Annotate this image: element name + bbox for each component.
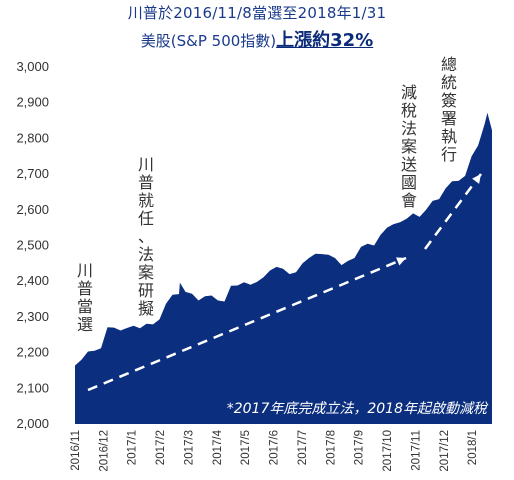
x-tick-label: 2017/11 [410,430,422,471]
y-tick-label: 3,000 [16,59,49,74]
x-tick-label: 2017/12 [439,430,451,472]
y-tick-label: 2,200 [16,345,49,360]
y-tick-label: 2,400 [16,273,49,288]
trend-arrow-2017 [87,256,407,392]
trend-arrow-2017-head [396,257,406,266]
x-tick-label: 2017/10 [382,430,394,472]
event-annotations: 川普當選 川普就任、法案研擬 減稅法案送國會 總統簽署執行 [77,55,457,334]
annotation-elected: 川普當選 [77,261,93,334]
y-axis: 2,000 2,100 2,200 2,300 2,400 2,500 2,600 2,700… [16,59,49,431]
y-tick-label: 2,800 [16,130,49,145]
annotation-bill-to-congress: 減稅法案送國會 [401,83,417,210]
chart-title-line1: 川普於2016/11/8當選至2018年1/31 [127,4,387,22]
x-tick-label: 2017/2 [155,430,167,465]
x-tick-label: 2017/9 [354,430,366,465]
trend-arrows [87,173,483,392]
x-tick-label: 2017/3 [183,430,195,465]
x-tick-label: 2016/11 [70,430,82,471]
title-prefix: 美股(S&P 500指數) [140,32,277,50]
y-tick-label: 2,100 [16,380,49,395]
x-tick-label: 2017/5 [240,430,252,465]
y-tick-label: 2,300 [16,309,49,324]
x-tick-label: 2017/1 [127,430,139,465]
y-tick-label: 2,700 [16,166,49,181]
sp500-area [75,112,492,424]
legislation-note: *2017年底完成立法，2018年起啟動減稅 [227,401,489,417]
annotation-signed: 總統簽署執行 [441,55,457,164]
y-tick-label: 2,500 [16,238,49,253]
annotation-inaugurated: 川普就任、法案研擬 [138,155,154,318]
title-highlight: 上漲約32% [276,30,374,51]
y-tick-label: 2,000 [16,416,49,431]
x-tick-label: 2018/1 [467,430,479,465]
x-tick-label: 2017/4 [212,429,224,465]
trend-arrow-2018-head [472,174,481,184]
x-tick-label: 2016/12 [98,430,110,472]
chart-title-line2: 美股(S&P 500指數)上漲約32% [0,26,514,52]
x-tick-label: 2017/6 [269,430,281,465]
y-tick-label: 2,900 [16,95,49,110]
y-tick-label: 2,600 [16,202,49,217]
x-tick-label: 2017/8 [325,430,337,465]
x-tick-label: 2017/7 [297,430,309,465]
x-axis: 2016/11 2016/12 2017/1 2017/2 2017/3 2017/4 20… [70,429,479,471]
